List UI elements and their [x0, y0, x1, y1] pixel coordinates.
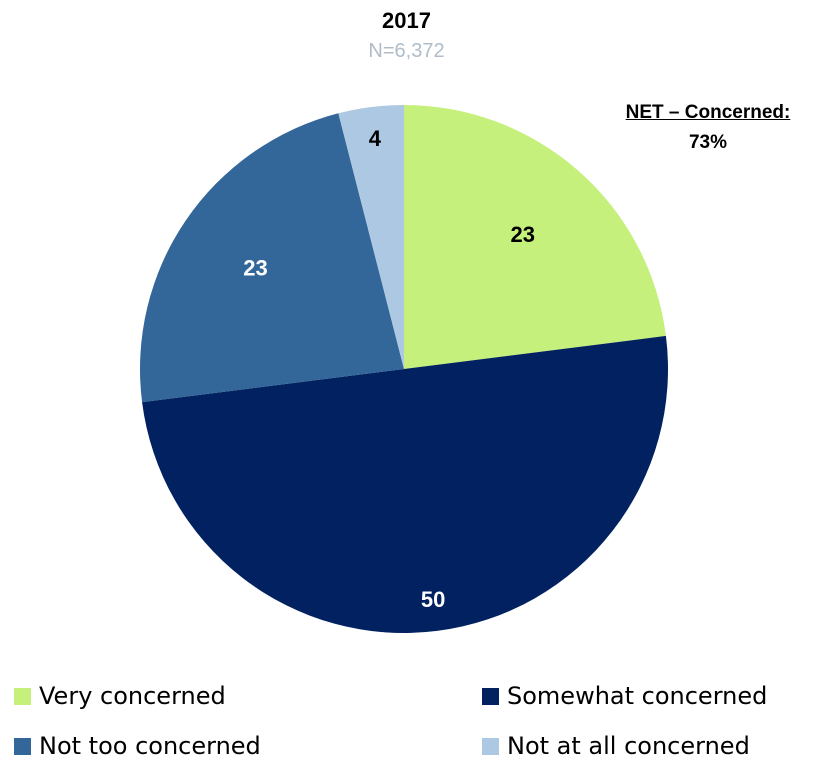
legend-item-somewhat-concerned: Somewhat concerned [482, 682, 767, 710]
legend-swatch [14, 737, 31, 755]
legend-label: Very concerned [39, 682, 226, 710]
slice-somewhat-concerned [142, 335, 669, 634]
slice-not-too-concerned [139, 113, 404, 403]
net-annotation-value: 73% [688, 132, 728, 153]
pie-data-labels: 23 50 23 4 [243, 126, 535, 612]
legend-swatch [482, 687, 499, 705]
legend-item-not-at-all-concerned: Not at all concerned [482, 732, 750, 760]
data-label-not-too-concerned: 23 [243, 256, 267, 281]
slice-very-concerned [404, 105, 666, 369]
legend-item-very-concerned: Very concerned [14, 682, 226, 710]
chart-title: 2017 [382, 8, 431, 33]
legend-label: Somewhat concerned [507, 682, 768, 710]
net-annotation-label: NET – Concerned: [625, 102, 791, 123]
legend: Very concerned Somewhat concerned Not to… [14, 682, 794, 762]
legend-item-not-too-concerned: Not too concerned [14, 732, 261, 760]
legend-label: Not at all concerned [507, 732, 750, 760]
slice-not-at-all-concerned [338, 105, 404, 369]
legend-swatch [482, 737, 499, 755]
data-label-somewhat-concerned: 50 [421, 587, 445, 612]
data-label-not-at-all-concerned: 4 [369, 126, 382, 151]
legend-swatch [14, 687, 31, 705]
data-label-very-concerned: 23 [510, 222, 534, 247]
net-annotation: NET – Concerned: 73% [608, 98, 808, 158]
pie-slices [139, 105, 669, 634]
legend-label: Not too concerned [39, 732, 261, 760]
chart-subtitle: N=6,372 [368, 40, 445, 62]
